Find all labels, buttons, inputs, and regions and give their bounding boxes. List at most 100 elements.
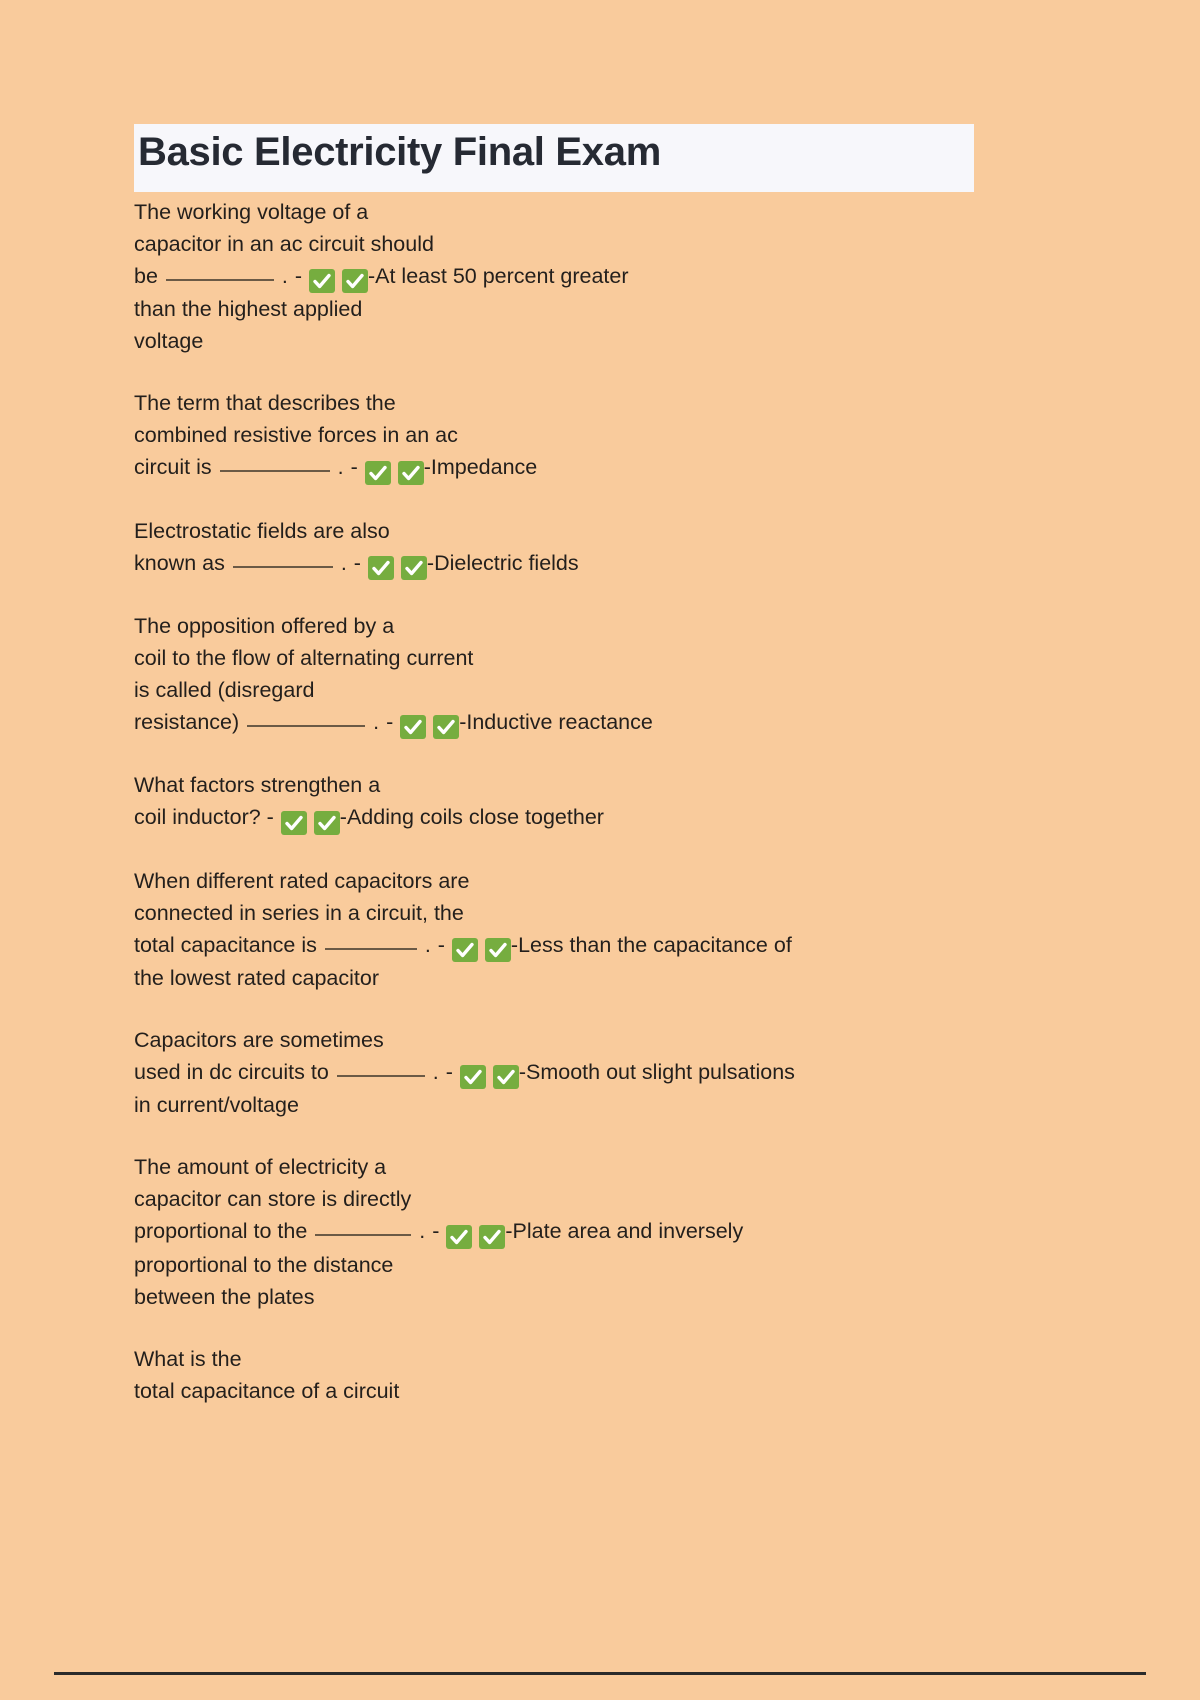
question-answer-line: used in dc circuits to . - -Smooth out bbox=[134, 1056, 1134, 1090]
answer-continuation-line: than the highest applied bbox=[134, 297, 363, 322]
fill-in-blank bbox=[315, 1234, 412, 1237]
white-check-mark-emoji bbox=[446, 1224, 473, 1249]
question-answer-line: known as . - -Dielectric fields bbox=[134, 547, 1134, 580]
title-highlight-band bbox=[134, 124, 974, 192]
white-check-mark-emoji bbox=[459, 1065, 486, 1090]
question-line: The term that describes the bbox=[134, 391, 396, 416]
fill-in-blank bbox=[219, 470, 330, 473]
qa-item: The working voltage of a capacitor in an… bbox=[134, 196, 1134, 357]
question-line: connected in series in a circuit, the bbox=[134, 900, 464, 925]
answer-prefix: - bbox=[459, 709, 467, 734]
separator: - bbox=[266, 805, 281, 830]
fill-in-blank bbox=[324, 947, 417, 950]
question-text: known as bbox=[134, 550, 225, 575]
white-check-mark-emoji bbox=[280, 810, 307, 835]
question-answer-line: be . - -At least 50 percent greater bbox=[134, 260, 1134, 294]
answer-continuation-line: in current/voltage bbox=[134, 1093, 299, 1118]
answer-text: Inductive reactance bbox=[466, 709, 653, 734]
answer-prefix: - bbox=[518, 1059, 526, 1084]
page-bottom-rule bbox=[54, 1672, 1146, 1675]
qa-item: Electrostatic fields are also known as .… bbox=[134, 515, 1134, 580]
white-check-mark-emoji bbox=[367, 555, 394, 580]
white-check-mark-emoji bbox=[397, 460, 424, 485]
answer-continuation-line: between the plates bbox=[134, 1284, 315, 1309]
answer-text: Plate area and inversely bbox=[512, 1219, 744, 1244]
question-line: Electrostatic fields are also bbox=[134, 518, 390, 543]
white-check-mark-emoji bbox=[451, 937, 478, 962]
exam-question-list: The working voltage of a capacitor in an… bbox=[134, 196, 1134, 1437]
answer-prefix: - bbox=[505, 1219, 513, 1244]
question-line: The working voltage of a bbox=[134, 200, 369, 224]
question-line: total capacitance of a circuit bbox=[134, 1378, 400, 1403]
answer-prefix: - bbox=[510, 932, 519, 957]
question-line: What factors strengthen a bbox=[134, 773, 381, 798]
fill-in-blank bbox=[165, 279, 274, 281]
fill-in-blank bbox=[247, 724, 366, 727]
separator: . - bbox=[419, 1219, 447, 1244]
qa-item: Capacitors are sometimes used in dc circ… bbox=[134, 1024, 1134, 1121]
fill-in-blank bbox=[336, 1074, 425, 1077]
white-check-mark-emoji bbox=[400, 555, 427, 580]
question-line: combined resistive forces in an ac bbox=[134, 423, 458, 448]
question-line: The amount of electricity a bbox=[134, 1155, 387, 1180]
qa-item: The amount of electricity a capacitor ca… bbox=[134, 1151, 1134, 1312]
question-line: Capacitors are sometimes bbox=[134, 1027, 384, 1052]
separator: . - bbox=[281, 264, 309, 288]
question-text: total capacitance is bbox=[134, 932, 317, 957]
answer-continuation-line: the lowest rated capacitor bbox=[134, 965, 379, 990]
answer-check-badges bbox=[364, 460, 424, 485]
question-text: resistance) bbox=[134, 709, 240, 734]
separator: . - bbox=[337, 455, 365, 480]
qa-item: What factors strengthen a coil inductor?… bbox=[134, 769, 1134, 835]
question-answer-line: resistance) . - -Inductive reactance bbox=[134, 706, 1134, 740]
question-line: is called (disregard bbox=[134, 677, 315, 702]
question-text: proportional to the bbox=[134, 1219, 308, 1244]
answer-check-badges bbox=[400, 715, 460, 740]
question-text: be bbox=[134, 264, 158, 288]
question-text: coil inductor? bbox=[134, 805, 261, 830]
answer-check-badges bbox=[367, 555, 427, 580]
answer-prefix: - bbox=[423, 455, 431, 480]
question-line: capacitor in an ac circuit should bbox=[134, 232, 434, 256]
answer-continuation-line: voltage bbox=[134, 329, 204, 354]
page-title: Basic Electricity Final Exam bbox=[138, 130, 661, 174]
question-line: capacitor can store is directly bbox=[134, 1187, 412, 1212]
answer-text: Dielectric fields bbox=[434, 550, 579, 575]
question-answer-line: circuit is . - -Impedance bbox=[134, 451, 1134, 485]
answer-continuation-line: proportional to the distance bbox=[134, 1252, 394, 1277]
answer-check-badges bbox=[451, 937, 511, 962]
white-check-mark-emoji bbox=[479, 1224, 506, 1249]
qa-item: When different rated capacitors are conn… bbox=[134, 865, 1134, 994]
answer-prefix: - bbox=[426, 550, 435, 575]
answer-text: At least 50 percent greater bbox=[375, 264, 629, 288]
question-line: When different rated capacitors are bbox=[134, 868, 470, 893]
white-check-mark-emoji bbox=[341, 269, 368, 294]
white-check-mark-emoji bbox=[433, 715, 460, 740]
answer-prefix: - bbox=[367, 264, 376, 288]
white-check-mark-emoji bbox=[484, 937, 511, 962]
answer-check-badges bbox=[446, 1224, 506, 1249]
question-answer-line: proportional to the . - -Plate area and bbox=[134, 1215, 1134, 1249]
question-line: The opposition offered by a bbox=[134, 613, 395, 638]
question-text: used in dc circuits to bbox=[134, 1059, 329, 1084]
white-check-mark-emoji bbox=[313, 810, 340, 835]
white-check-mark-emoji bbox=[400, 715, 427, 740]
answer-prefix: - bbox=[339, 805, 347, 830]
qa-item: What is the total capacitance of a circu… bbox=[134, 1343, 1134, 1407]
fill-in-blank bbox=[232, 565, 333, 568]
qa-item: The term that describes the combined res… bbox=[134, 387, 1134, 485]
answer-text: Less than the capacitance of bbox=[518, 932, 792, 957]
separator: . - bbox=[373, 709, 401, 734]
answer-text: Smooth out slight pulsations bbox=[526, 1059, 795, 1084]
answer-check-badges bbox=[280, 810, 340, 835]
separator: . - bbox=[340, 550, 368, 575]
answer-text: Impedance bbox=[430, 455, 538, 480]
white-check-mark-emoji bbox=[364, 460, 391, 485]
question-text: circuit is bbox=[134, 455, 212, 480]
white-check-mark-emoji bbox=[492, 1065, 519, 1090]
question-line: coil to the flow of alternating current bbox=[134, 645, 474, 670]
question-answer-line: total capacitance is . - -Less than the bbox=[134, 929, 1134, 962]
white-check-mark-emoji bbox=[308, 269, 335, 294]
answer-check-badges bbox=[308, 269, 368, 294]
